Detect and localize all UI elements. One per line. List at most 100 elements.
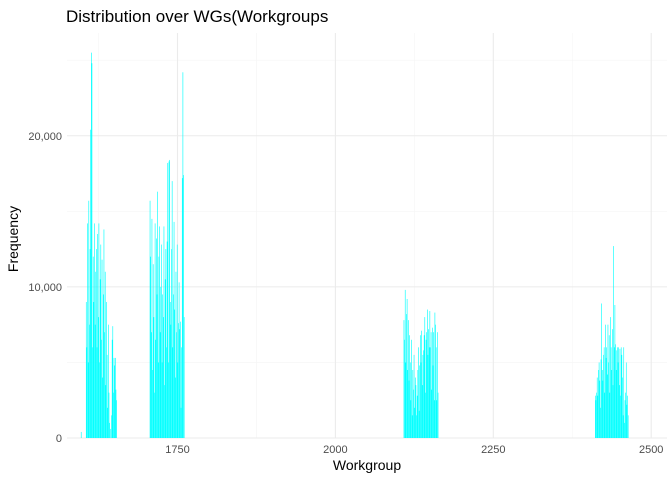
histogram-bar (417, 369, 419, 438)
histogram-bar (111, 339, 113, 438)
histogram-bar (607, 374, 608, 438)
histogram-bar (161, 244, 162, 438)
histogram-bar (175, 377, 176, 438)
histogram-bar (177, 362, 179, 438)
histogram-bar (597, 395, 599, 438)
histogram-bar (157, 191, 158, 438)
histogram-bar (99, 362, 100, 438)
histogram-bar (595, 400, 597, 438)
histogram-bar (434, 312, 436, 438)
histogram-bar (603, 354, 604, 438)
histogram-bar (151, 218, 153, 438)
histogram-bar (424, 317, 426, 438)
histogram-bar (104, 271, 106, 438)
histogram-bar (179, 329, 181, 438)
histogram-bar (103, 294, 104, 438)
histogram-bar (183, 317, 185, 438)
histogram-bar (96, 249, 97, 438)
histogram-bar (610, 317, 611, 438)
histogram-bar (408, 320, 409, 438)
histogram-bar (600, 359, 602, 438)
histogram-bar (609, 392, 611, 438)
histogram-bar (612, 329, 613, 438)
histogram-bar (183, 175, 184, 438)
histogram-bar (437, 332, 438, 438)
histogram-bar (610, 347, 612, 438)
histogram-bar (617, 362, 619, 438)
histogram-bar (173, 294, 174, 438)
histogram-bar (93, 301, 95, 438)
histogram-bar (157, 362, 159, 438)
histogram-bar (163, 317, 164, 438)
histogram-bar (171, 181, 173, 438)
histogram-bar (432, 327, 433, 438)
histogram-bar (420, 362, 422, 438)
histogram-bar (101, 259, 103, 438)
histogram-bar (624, 400, 626, 438)
histogram-bar (601, 303, 602, 438)
histogram-bar (428, 347, 430, 438)
histogram-bar (436, 400, 438, 438)
histogram-bar (105, 385, 107, 438)
histogram-bar (91, 52, 92, 439)
histogram-bar (173, 221, 175, 438)
histogram-bar (608, 362, 609, 438)
histogram-bar (165, 249, 167, 438)
x-axis-title: Workgroup (333, 457, 401, 473)
histogram-bar (419, 365, 421, 438)
histogram-bar (625, 392, 626, 438)
histogram-bar (101, 339, 102, 438)
histogram-bar (598, 369, 599, 438)
y-tick-label: 0 (56, 433, 62, 445)
histogram-bar (608, 335, 610, 438)
x-tick-label: 2500 (639, 444, 663, 456)
histogram-bar (180, 321, 181, 438)
histogram-bar (104, 332, 105, 438)
x-tick-label: 2250 (481, 444, 505, 456)
histogram-bar (617, 347, 618, 438)
histogram-bar (606, 347, 607, 438)
histogram-bar (601, 369, 603, 438)
histogram-bar (615, 344, 616, 438)
histogram-bar (616, 350, 618, 438)
histogram-bar (430, 347, 431, 438)
histogram-bar (99, 279, 101, 438)
histogram-bar (429, 311, 431, 438)
histogram-bar (113, 392, 114, 438)
histogram-bar (409, 362, 411, 438)
histogram-bar (599, 380, 601, 438)
histogram-bar (182, 72, 184, 438)
histogram-bar (409, 335, 410, 438)
histogram-bar (175, 271, 177, 438)
histogram-bar (600, 407, 601, 438)
histogram-bar (151, 332, 152, 438)
histogram-bar (431, 389, 433, 438)
histogram-bar (103, 229, 105, 438)
histogram-bar (618, 347, 619, 438)
histogram-bar (109, 422, 110, 438)
histogram-bar (416, 415, 417, 438)
histogram-bar (408, 380, 410, 438)
histogram-bar (422, 354, 424, 438)
histogram-bar (406, 298, 408, 438)
histogram-bar (435, 324, 436, 438)
histogram-bar (162, 294, 163, 438)
histogram-bar (156, 294, 158, 438)
histogram-bar (86, 347, 88, 438)
histogram-bar (418, 410, 420, 438)
histogram-bar (178, 323, 179, 438)
histogram-bar (596, 392, 597, 438)
chart-title: Distribution over WGs(Workgroups (66, 7, 328, 26)
histogram-bar (164, 385, 165, 438)
histogram-bar (407, 369, 409, 438)
histogram-bar (152, 369, 153, 438)
histogram-bar (181, 347, 182, 438)
histogram-bar (176, 244, 178, 438)
histogram-bar (116, 400, 117, 438)
histogram-bar (435, 347, 437, 438)
histogram-bar (168, 362, 169, 438)
histogram-bar (619, 385, 620, 438)
histogram-bar (432, 365, 434, 438)
y-tick-label: 20,000 (28, 131, 62, 143)
histogram-bar (100, 244, 102, 438)
